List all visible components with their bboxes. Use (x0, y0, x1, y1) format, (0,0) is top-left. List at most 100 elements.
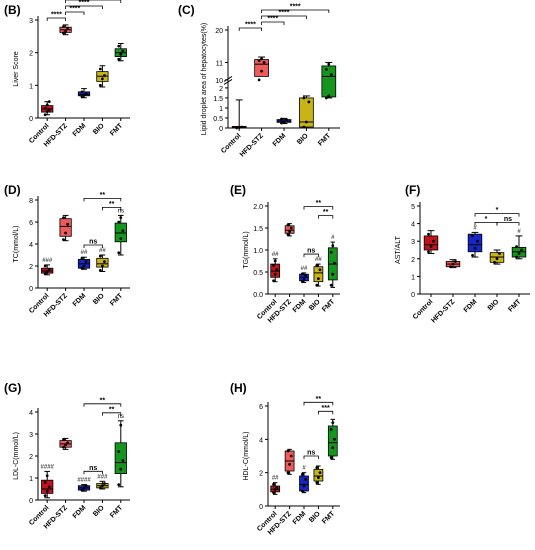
data-point (329, 456, 333, 460)
data-point (327, 62, 331, 66)
y-tick-label: 0.5 (253, 270, 263, 277)
group-annotation: ## (272, 476, 279, 482)
data-point (262, 61, 266, 64)
data-point (318, 471, 322, 475)
significance-bracket (83, 198, 122, 202)
panel-label: (F) (405, 183, 420, 197)
data-point (43, 106, 47, 110)
data-point (47, 485, 51, 489)
y-tick-label: 0 (29, 116, 33, 123)
box-hfd-stz (59, 214, 72, 242)
data-point (275, 486, 279, 490)
data-point (121, 459, 125, 462)
x-tick-label: FMT (109, 504, 125, 520)
x-tick-label: FMT (317, 132, 333, 148)
data-point (286, 233, 290, 237)
y-tick-label: 4 (29, 242, 33, 249)
x-tick-label: BIO (92, 122, 106, 136)
data-point (64, 30, 67, 33)
chart-panel-e: (E)0.00.51.01.52.0TG(mmol/L)ControlHFD-S… (230, 183, 340, 325)
data-point (429, 245, 433, 248)
data-point (315, 481, 319, 485)
data-point (324, 68, 328, 71)
group-annotation: ### (42, 258, 53, 264)
data-point (302, 278, 306, 281)
x-tick-label: FMT (321, 298, 337, 314)
box-body (313, 266, 324, 283)
significance-label: ns (89, 239, 97, 246)
y-tick-label: 2 (411, 257, 415, 264)
significance-bracket (83, 244, 103, 248)
significance-label: ns (307, 450, 315, 457)
significance-label: **** (267, 16, 278, 23)
significance-label: ** (109, 201, 115, 208)
data-point (121, 229, 125, 233)
y-tick-label: 2.0 (253, 204, 263, 211)
x-tick-label: FMT (507, 298, 523, 314)
significance-bracket (261, 9, 330, 13)
data-point (103, 260, 106, 263)
y-axis-label: HDL-C(mmol/L) (243, 432, 250, 481)
data-point (272, 279, 275, 283)
y-tick-label: 3 (29, 18, 33, 25)
box-body (321, 65, 337, 98)
data-point (305, 120, 308, 124)
group-annotation: ## (99, 248, 106, 254)
x-tick-label: FDM (292, 510, 308, 526)
data-point (495, 257, 499, 261)
data-point (98, 254, 102, 258)
data-point (317, 277, 320, 280)
y-tick-label: 1 (411, 274, 415, 281)
significance-label: ns (89, 465, 97, 472)
x-tick-label: FDM (72, 122, 88, 138)
data-point (302, 125, 306, 129)
box-body (254, 59, 269, 77)
data-point (331, 421, 335, 425)
y-tick-label: 10 (215, 78, 223, 85)
box-fmt (321, 61, 337, 100)
data-point (302, 96, 306, 100)
box-fmt (114, 214, 127, 256)
box-body (327, 425, 338, 457)
box-fdm (77, 88, 91, 99)
data-point (288, 230, 291, 233)
data-point (307, 100, 311, 104)
data-point (80, 256, 84, 260)
data-point (80, 90, 84, 94)
box-control (41, 100, 54, 117)
y-tick-label: 2 (259, 471, 263, 478)
data-point (80, 266, 84, 270)
panel-label: (G) (4, 381, 21, 395)
data-point (315, 283, 319, 287)
box-control (41, 470, 54, 499)
data-point (62, 25, 65, 28)
y-tick-label: 0.0 (253, 292, 263, 299)
data-point (329, 73, 333, 77)
significance-label: *** (322, 405, 330, 412)
data-point (329, 283, 333, 287)
data-point (47, 108, 51, 112)
x-tick-label: FDM (463, 298, 479, 314)
x-tick-label: FMT (321, 510, 337, 526)
y-tick-label: 0 (259, 504, 263, 511)
box-bio (489, 249, 505, 265)
data-point (84, 260, 88, 263)
data-point (289, 226, 293, 230)
x-tick-label: BIO (92, 504, 106, 518)
data-point (45, 110, 49, 113)
group-annotation: # (517, 229, 521, 235)
significance-label: **** (88, 0, 99, 1)
data-point (272, 264, 275, 267)
box-bio (96, 480, 109, 490)
data-point (515, 245, 518, 248)
y-tick-label: 1 (29, 83, 33, 90)
data-point (280, 121, 283, 125)
significance-label: **** (245, 22, 256, 29)
data-point (43, 494, 47, 497)
data-point (62, 438, 65, 441)
y-axis-label: Liver Score (13, 51, 20, 87)
data-point (240, 125, 244, 129)
data-point (119, 52, 123, 56)
box-fdm (77, 256, 91, 270)
y-tick-label: 1 (29, 476, 33, 483)
